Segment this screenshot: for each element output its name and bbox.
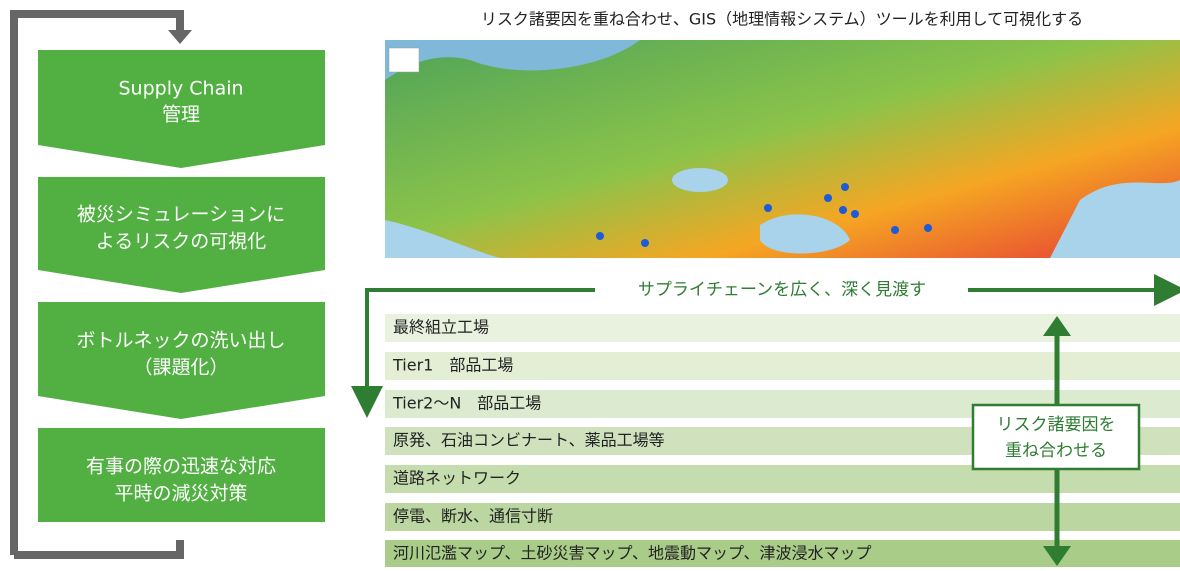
layer-label: 原発、石油コンビナート、薬品工場等 bbox=[393, 431, 665, 450]
step-text: 管理 bbox=[162, 104, 200, 126]
overview-label: サプライチェーンを広く、深く見渡す bbox=[638, 280, 926, 300]
loop-line bbox=[14, 540, 180, 555]
step-text: Supply Chain bbox=[118, 78, 243, 100]
layer-label: 停電、断水、通信寸断 bbox=[393, 507, 553, 526]
step-text: （課題化） bbox=[133, 357, 228, 379]
step-text: 平時の減災対策 bbox=[114, 483, 247, 505]
step-text: ボトルネックの洗い出し bbox=[76, 330, 285, 352]
layer-label: 最終組立工場 bbox=[393, 318, 489, 337]
map-title: リスク諸要因を重ね合わせ、GIS（地理情報システム）ツールを利用して可視化する bbox=[481, 10, 1083, 29]
step: ボトルネックの洗い出し （課題化） bbox=[38, 302, 325, 419]
map bbox=[385, 40, 1180, 258]
overlay-text: 重ね合わせる bbox=[1005, 441, 1107, 461]
loop-arrow bbox=[168, 30, 192, 44]
step-text: 被災シミュレーションに bbox=[77, 204, 285, 226]
step: Supply Chain 管理 bbox=[38, 50, 325, 168]
step-text: 有事の際の迅速な対応 bbox=[86, 456, 276, 478]
layer-label: Tier2～N 部品工場 bbox=[392, 394, 541, 413]
step-text: よるリスクの可視化 bbox=[96, 231, 266, 253]
layer-label: Tier1 部品工場 bbox=[392, 356, 513, 375]
diagram: Supply Chain 管理 被災シミュレーションに よるリスクの可視化 ボト… bbox=[0, 0, 1180, 567]
step: 被災シミュレーションに よるリスクの可視化 bbox=[38, 177, 325, 293]
overlay-text: リスク諸要因を bbox=[997, 415, 1116, 435]
layer-label: 道路ネットワーク bbox=[393, 469, 521, 488]
step: 有事の際の迅速な対応 平時の減災対策 bbox=[38, 428, 325, 522]
layer-label: 河川氾濫マップ、土砂災害マップ、地震動マップ、津波浸水マップ bbox=[393, 544, 872, 563]
